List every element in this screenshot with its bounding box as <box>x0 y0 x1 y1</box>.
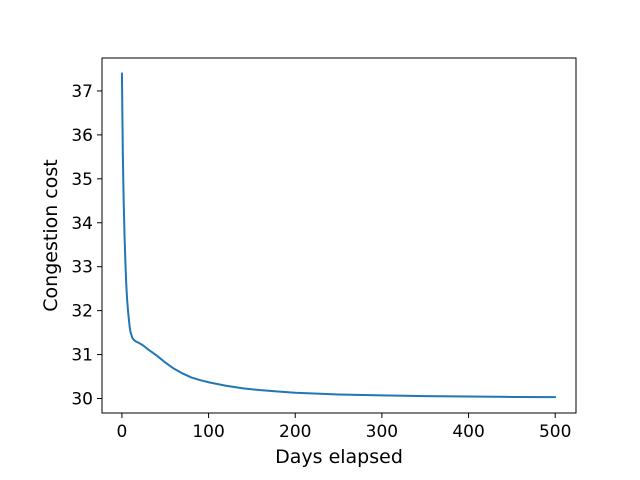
series-line <box>120 72 557 399</box>
x-tick-label: 400 <box>452 422 484 442</box>
y-tick-label: 32 <box>71 302 93 322</box>
x-tick-label: 300 <box>366 422 398 442</box>
y-tick-label: 33 <box>71 258 93 278</box>
y-tick-label: 37 <box>71 82 93 102</box>
plot-area <box>120 72 557 399</box>
y-tick-label: 30 <box>71 390 93 410</box>
y-tick-label: 34 <box>71 214 93 234</box>
x-tick-label: 0 <box>117 422 128 442</box>
x-tick-label: 500 <box>539 422 571 442</box>
x-tick-label: 100 <box>192 422 224 442</box>
axis-ticks: 0 100 200 300 400 500 30 31 32 33 34 35 36 37 <box>71 82 571 442</box>
x-tick-label: 200 <box>279 422 311 442</box>
y-tick-label: 31 <box>71 346 93 366</box>
y-tick-label: 35 <box>71 170 93 190</box>
y-tick-label: 36 <box>71 126 93 146</box>
y-axis-label: Congestion cost <box>40 159 62 311</box>
plot-frame <box>101 57 577 414</box>
x-axis-label: Days elapsed <box>275 446 403 468</box>
